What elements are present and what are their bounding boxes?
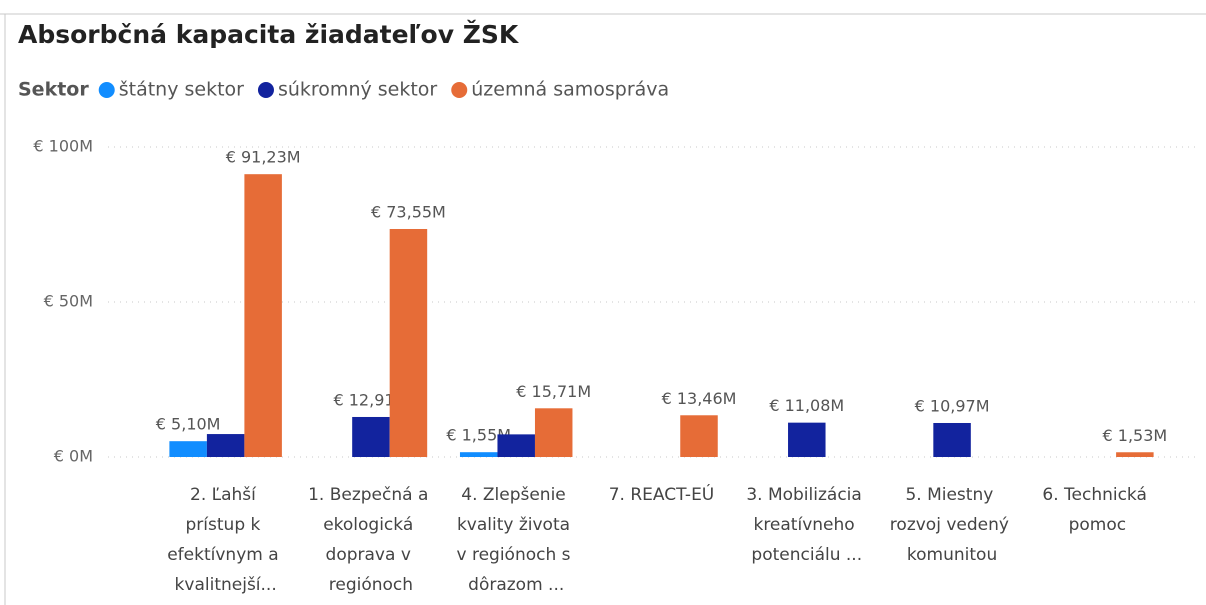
data-label: € 91,23M (226, 148, 301, 167)
bar (534, 408, 573, 457)
x-tick-line: 5. Miestny (905, 485, 998, 505)
data-label: € 1,55M (446, 426, 511, 445)
legend-label: územná samospráva (471, 79, 669, 101)
x-tick-label: 3. Mobilizácia kreatívneho potenciálu ..… (746, 485, 867, 565)
data-label: € 11,08M (769, 396, 844, 415)
y-tick-label: € 50M (44, 292, 93, 311)
legend-marker (451, 82, 468, 98)
bar (244, 174, 282, 457)
legend-label: štátny sektor (119, 79, 244, 101)
y-tick-label: € 100M (33, 137, 93, 156)
bar (206, 434, 245, 457)
x-tick-line: potenciálu ... (751, 545, 862, 565)
bar (459, 452, 498, 457)
bar (680, 415, 718, 457)
legend-marker (257, 82, 274, 98)
x-tick-label: 4. Zlepšenie kvality života v regiónoch … (457, 485, 576, 595)
data-label: € 13,46M (662, 389, 737, 408)
x-tick-line: kreatívneho (753, 515, 860, 535)
x-tick-label: 1. Bezpečná a ekologická doprava v regió… (308, 485, 434, 595)
chart-title: Absorbčná kapacita žiadateľov ŽSK (18, 20, 520, 49)
data-label: € 12,91M (333, 390, 408, 409)
x-tick-line: kvalitnejší... (175, 575, 277, 595)
y-tick-label: € 0M (54, 447, 93, 466)
x-tick-label: 6. Technická pomoc (1042, 485, 1152, 535)
data-label: € 5,10M (156, 415, 221, 434)
bar (788, 422, 826, 457)
x-tick-line: doprava v (326, 545, 417, 565)
bar (933, 422, 971, 457)
data-label: € 73,55M (371, 202, 446, 221)
legend-title: Sektor (18, 79, 89, 101)
bar (1116, 452, 1154, 457)
bar (169, 441, 207, 457)
data-label: € 15,71M (516, 382, 591, 401)
x-tick-line: 1. Bezpečná a (308, 485, 434, 505)
x-tick-line: prístup k (186, 515, 266, 535)
x-tick-line: regiónoch (329, 575, 413, 595)
x-tick-line: v regiónoch s (457, 545, 576, 565)
x-tick-line: dôrazom ... (468, 575, 564, 595)
x-tick-line: 6. Technická (1042, 485, 1152, 505)
x-tick-line: 2. Ľahší (190, 485, 261, 505)
x-tick-line: pomoc (1069, 515, 1127, 535)
data-label: € 1,53M (1103, 426, 1168, 445)
x-tick-line: komunitou (907, 545, 997, 565)
x-tick-line: rozvoj vedený (890, 515, 1015, 535)
bar (497, 434, 535, 457)
x-tick-label: 7. REACT-EÚ (609, 483, 715, 505)
x-tick-line: ekologická (323, 515, 418, 535)
x-tick-line: kvality života (457, 515, 576, 535)
x-tick-line: 4. Zlepšenie (461, 485, 571, 505)
x-tick-line: 3. Mobilizácia (746, 485, 867, 505)
bar (389, 228, 428, 457)
data-label: € 10,97M (915, 396, 990, 415)
bar (352, 416, 390, 457)
legend-marker (98, 82, 115, 98)
x-tick-label: 5. Miestny rozvoj vedený komunitou (890, 485, 1015, 565)
x-tick-label: 2. Ľahší prístup k efektívnym a kvalitne… (167, 485, 284, 595)
x-tick-line: efektívnym a (167, 545, 284, 565)
legend-label: súkromný sektor (278, 79, 437, 101)
x-tick-line: 7. REACT-EÚ (609, 483, 715, 505)
